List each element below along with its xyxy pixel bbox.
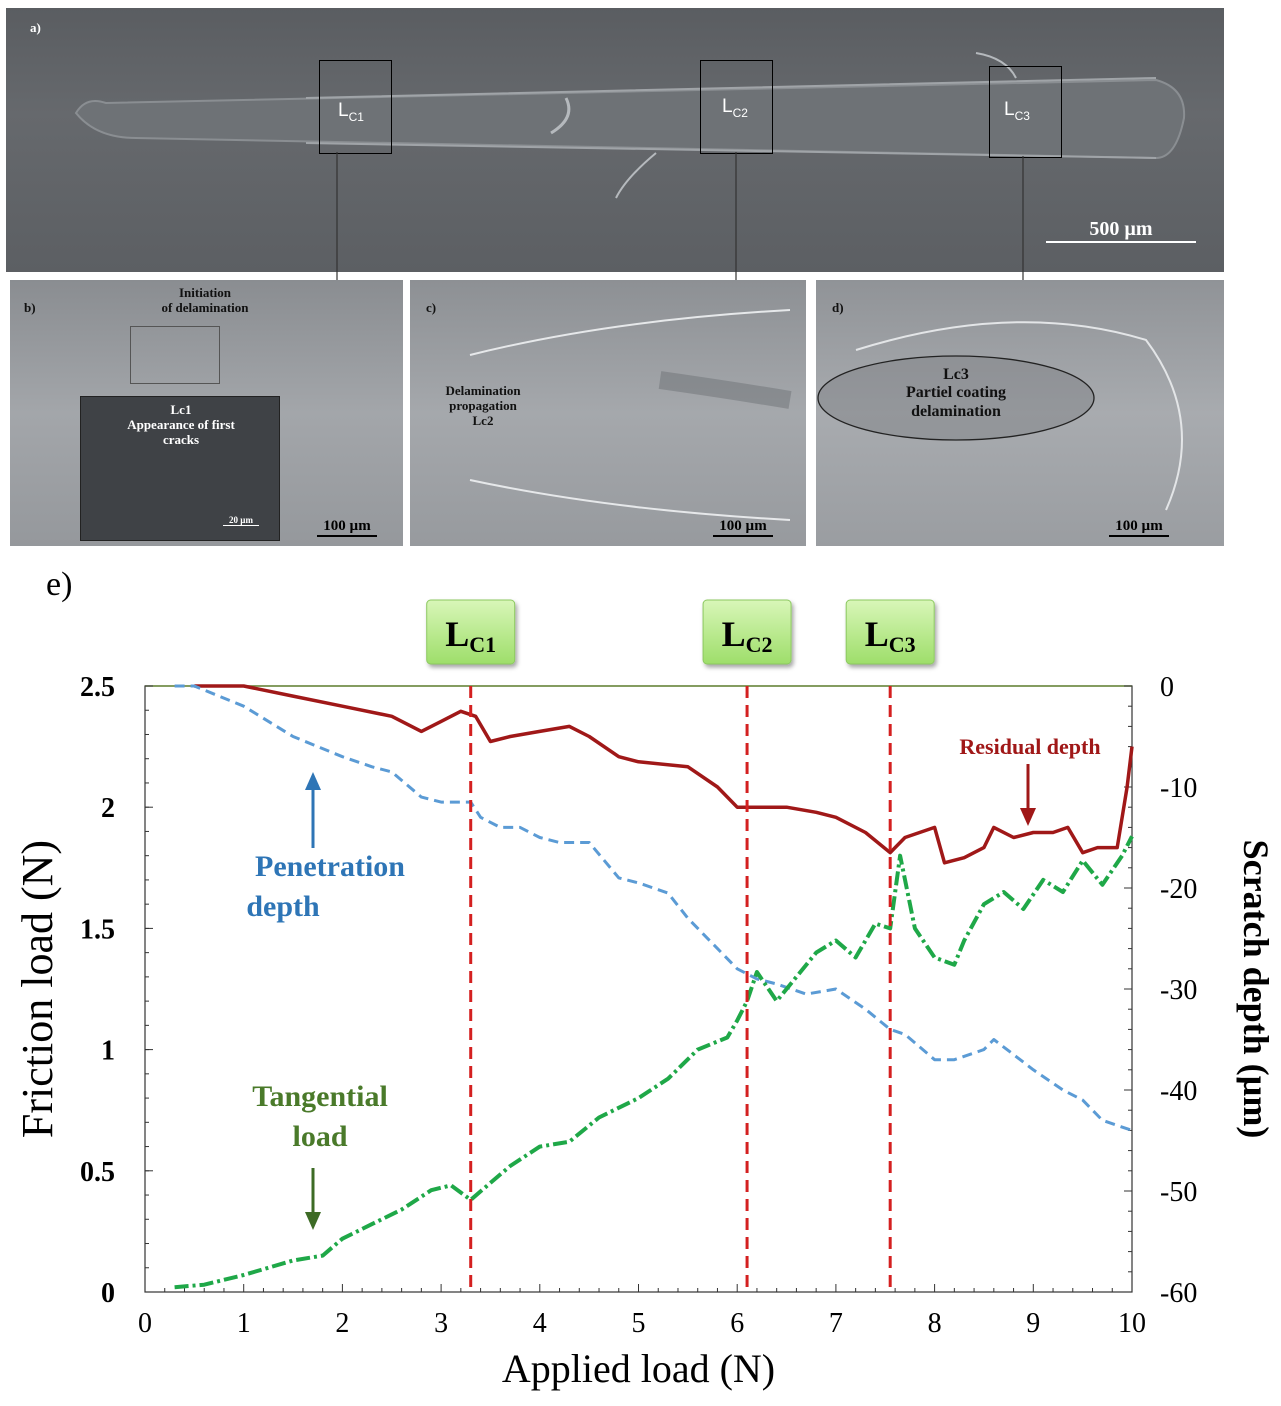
x-tick-label: 7	[829, 1308, 843, 1339]
panel-b-letter: b)	[24, 300, 36, 315]
x-tick-label: 6	[730, 1308, 744, 1339]
x-tick-label: 5	[632, 1308, 646, 1339]
panel-c-scale-bar: 100 µm	[708, 518, 778, 537]
panel-a-letter: a)	[30, 20, 41, 35]
y2-tick-label: -50	[1160, 1177, 1197, 1208]
critical-load-label-lc2: LC2	[722, 614, 773, 657]
sem-panel-a: a) LC1 LC2 LC3 500 µm	[6, 8, 1224, 272]
sem-panel-b: b) Initiation of delamination Lc1 Appear…	[10, 280, 403, 546]
series-line-penetration-depth	[174, 684, 1133, 1132]
panel-c-letter: c)	[426, 300, 437, 315]
y-tick-label: 2.5	[80, 672, 115, 703]
lc2-box-label: LC2	[722, 96, 748, 120]
critical-load-badge-lc3	[845, 599, 935, 665]
panel-e-letter: e)	[46, 566, 73, 603]
sem-panel-c: c) Delamination propagation Lc2 100 µm	[410, 280, 806, 546]
critical-load-label-lc3: LC3	[865, 614, 916, 657]
panel-b-inset-label: Lc1 Appearance of first cracks	[127, 402, 235, 447]
scratch-test-chart: 0 1 2 3 4 5 6 7 8 9 10 0 0.5 1 1.5 2 2.5 -60 -50 -40 -30 -20 -…	[13, 599, 1276, 1391]
zoom-connectors	[336, 152, 1024, 288]
lc1-box-label: LC1	[338, 100, 364, 124]
annotation-arrowhead-residual	[1020, 808, 1036, 826]
y2-axis-label: Scratch depth (µm)	[1236, 840, 1276, 1139]
lc1-region-box	[319, 60, 392, 154]
annotation-penetration-line1: Penetration	[255, 850, 405, 883]
x-tick-label: 9	[1026, 1308, 1040, 1339]
y2-tick-label: -10	[1160, 773, 1197, 804]
scratch-track-overview	[74, 52, 1186, 199]
plot-frame	[144, 685, 1133, 1293]
x-tick-label: 2	[335, 1308, 349, 1339]
critical-load-badge-lc2	[702, 599, 792, 665]
lc3-box-label: LC3	[1004, 99, 1030, 123]
panel-d-scale-bar: 100 µm	[1104, 518, 1174, 537]
x-tick-label: 8	[928, 1308, 942, 1339]
annotation-arrowhead-tangential	[305, 1212, 321, 1230]
x-tick-label: 4	[533, 1308, 547, 1339]
y2-tick-label: 0	[1160, 672, 1174, 703]
y-axis-label: Friction load (N)	[13, 840, 62, 1138]
annotation-tangential-line1: Tangential	[252, 1080, 388, 1113]
panel-b-region-box	[130, 326, 220, 384]
lc3-region-box	[989, 66, 1062, 158]
annotation-tangential-line2: load	[292, 1120, 347, 1153]
sem-panel-d: d) Lc3 Partiel coating delamination 100 …	[816, 280, 1224, 546]
y-tick-label: 0.5	[80, 1157, 115, 1188]
x-axis-label: Applied load (N)	[502, 1346, 775, 1391]
panel-d-label: Lc3 Partiel coating delamination	[906, 366, 1006, 420]
annotation-arrowhead-penetration	[305, 772, 321, 790]
y-tick-label: 0	[101, 1278, 115, 1309]
panel-b-label: Initiation of delamination	[161, 285, 249, 315]
y2-tick-label: -20	[1160, 874, 1197, 905]
y2-tick-label: -30	[1160, 975, 1197, 1006]
panel-b-scale-bar: 100 µm	[312, 518, 382, 537]
y2-tick-label: -40	[1160, 1076, 1197, 1107]
panel-d-ellipse	[817, 321, 1183, 511]
annotation-penetration-line2: depth	[246, 890, 320, 923]
panel-d-letter: d)	[832, 300, 844, 315]
x-tick-label: 3	[434, 1308, 448, 1339]
x-tick-label: 10	[1118, 1308, 1146, 1339]
y2-tick-label: -60	[1160, 1278, 1197, 1309]
critical-load-badge-lc1	[426, 599, 516, 665]
critical-load-label-lc1: LC1	[445, 614, 496, 657]
panel-a-scale-bar: 500 µm	[1046, 218, 1196, 243]
panel-c-label: Delamination propagation Lc2	[445, 383, 521, 428]
y-tick-label: 1.5	[80, 914, 115, 945]
x-tick-label: 1	[237, 1308, 251, 1339]
y-tick-label: 1	[101, 1036, 115, 1067]
annotation-residual-depth: Residual depth	[959, 734, 1100, 759]
x-tick-label: 0	[138, 1308, 152, 1339]
series-line-residual-depth	[194, 684, 1134, 865]
panel-c-texture	[469, 309, 792, 521]
panel-b-inset-scale: 20 µm	[221, 515, 261, 526]
panel-b-inset: Lc1 Appearance of first cracks 20 µm	[80, 396, 280, 541]
y-tick-label: 2	[101, 793, 115, 824]
